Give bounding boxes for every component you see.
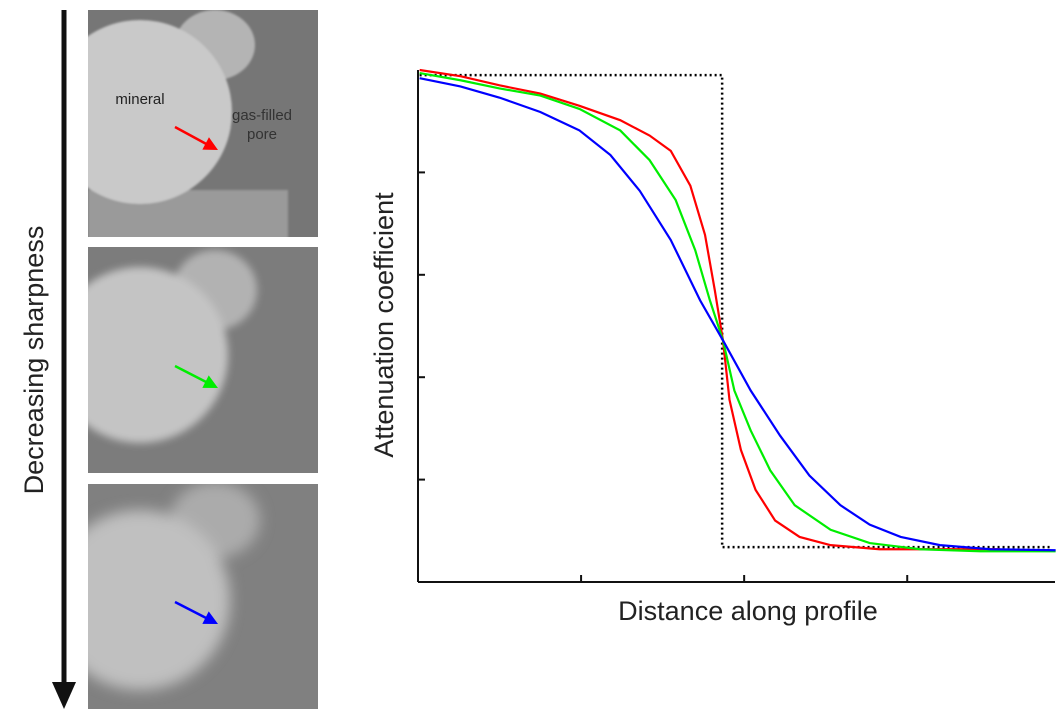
image-arrow (174, 125, 211, 148)
image-arrow (174, 600, 211, 622)
image-arrow-head (202, 375, 218, 388)
annotation: pore (247, 126, 277, 143)
image-panel (88, 484, 318, 709)
side-label: Decreasing sharpness (19, 226, 49, 495)
annotation: gas-filled (232, 107, 292, 124)
annotation: mineral (115, 91, 164, 108)
image-panel (88, 10, 318, 237)
x-axis-label: Distance along profile (618, 596, 878, 626)
image-arrow-head (202, 137, 218, 150)
arrow-head (52, 682, 76, 709)
y-axis-label: Attenuation coefficient (369, 192, 399, 458)
profile-line (419, 73, 1051, 549)
image-panel (88, 247, 318, 473)
profile-line (419, 71, 1056, 553)
profile-line (419, 77, 1056, 552)
image-arrow (174, 364, 211, 386)
profile-line (419, 68, 1001, 551)
image-arrow-head (202, 611, 218, 624)
